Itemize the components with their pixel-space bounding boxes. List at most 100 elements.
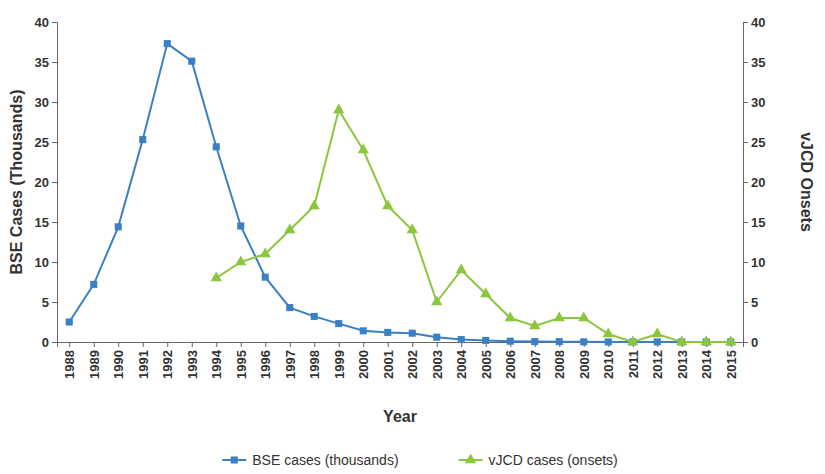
marker — [235, 255, 246, 265]
marker — [360, 327, 367, 334]
tick-label: 2007 — [528, 350, 543, 379]
tick-label: 2013 — [675, 350, 690, 379]
tick: 2012 — [650, 342, 665, 379]
marker — [433, 334, 440, 341]
tick: 1989 — [87, 342, 102, 379]
tick-label: 2008 — [552, 350, 567, 379]
tick-mark — [52, 62, 57, 63]
tick-mark — [743, 222, 748, 223]
legend-item: vJCD cases (onsets) — [459, 452, 618, 468]
tick-mark — [216, 342, 217, 347]
tick: 15 — [743, 215, 765, 230]
marker — [409, 330, 416, 337]
tick-label: 40 — [35, 15, 49, 30]
tick-mark — [52, 22, 57, 23]
marker — [164, 40, 171, 47]
tick: 1997 — [283, 342, 298, 379]
tick-label: 30 — [751, 95, 765, 110]
tick-label: 1989 — [87, 350, 102, 379]
marker — [725, 335, 736, 345]
marker — [358, 143, 369, 153]
tick-mark — [743, 22, 748, 23]
tick: 2003 — [430, 342, 445, 379]
tick-label: 1997 — [283, 350, 298, 379]
tick: 2000 — [356, 342, 371, 379]
tick: 1992 — [160, 342, 175, 379]
axis-line — [52, 23, 58, 343]
marker — [139, 136, 146, 143]
marker — [554, 311, 565, 321]
tick-mark — [241, 342, 242, 347]
tick-label: 2014 — [699, 349, 714, 379]
tick: 2014 — [699, 342, 714, 379]
tick-mark — [743, 302, 748, 303]
tick: 2005 — [479, 342, 494, 379]
tick: 0 — [743, 335, 758, 350]
tick-label: 1999 — [332, 350, 347, 379]
marker — [211, 271, 222, 281]
plot: 0510152025303540051015202530354019881989… — [35, 15, 766, 379]
tick: 15 — [35, 215, 57, 230]
tick-label: 15 — [751, 215, 765, 230]
marker — [311, 313, 318, 320]
tick-label: 40 — [751, 15, 765, 30]
tick-label: 2001 — [381, 350, 396, 379]
tick: 35 — [743, 55, 765, 70]
tick: 35 — [35, 55, 57, 70]
tick-mark — [743, 62, 748, 63]
tick-label: 2006 — [503, 350, 518, 379]
tick-label: 2003 — [430, 350, 445, 379]
tick-label: 25 — [751, 135, 765, 150]
legend: BSE cases (thousands)vJCD cases (onsets) — [222, 452, 617, 468]
y2-axis: 0510152025303540 — [743, 15, 765, 350]
marker — [115, 223, 122, 230]
tick-mark — [743, 262, 748, 263]
marker — [627, 335, 638, 345]
x-axis: 1988198919901991199219931994199519961997… — [58, 342, 744, 379]
tick-label: 2004 — [454, 349, 469, 379]
marker — [335, 320, 342, 327]
tick: 1994 — [209, 342, 224, 379]
tick-label: 2010 — [601, 350, 616, 379]
tick: 1995 — [234, 342, 249, 379]
y2-axis-title: vJCD Onsets — [798, 132, 815, 232]
tick-mark — [363, 342, 364, 347]
tick: 40 — [743, 15, 765, 30]
tick-label: 30 — [35, 95, 49, 110]
marker — [284, 223, 295, 233]
tick-mark — [52, 302, 57, 303]
tick-label: 10 — [751, 255, 765, 270]
tick-mark — [290, 342, 291, 347]
series-line — [216, 110, 731, 342]
tick-mark — [94, 342, 95, 347]
marker — [556, 338, 563, 345]
tick-label: 10 — [35, 255, 49, 270]
marker — [482, 337, 489, 344]
marker — [480, 287, 491, 297]
tick: 1990 — [111, 342, 126, 379]
tick: 30 — [35, 95, 57, 110]
tick: 30 — [743, 95, 765, 110]
tick-mark — [52, 142, 57, 143]
series-line — [69, 44, 731, 342]
tick-label: 25 — [35, 135, 49, 150]
axis-line — [58, 343, 744, 348]
tick: 2007 — [528, 342, 543, 379]
tick-mark — [52, 222, 57, 223]
tick-mark — [143, 342, 144, 347]
tick: 1996 — [258, 342, 273, 379]
tick: 1988 — [62, 342, 77, 379]
marker — [676, 335, 687, 345]
tick: 20 — [35, 175, 57, 190]
marker — [580, 338, 587, 345]
tick-mark — [52, 182, 57, 183]
tick-mark — [339, 342, 340, 347]
marker — [505, 311, 516, 321]
tick: 10 — [35, 255, 57, 270]
legend-marker — [465, 453, 476, 463]
chart: 0510152025303540051015202530354019881989… — [0, 0, 825, 474]
marks — [66, 40, 737, 345]
tick-label: 2002 — [405, 350, 420, 379]
tick-label: 5 — [751, 295, 758, 310]
tick-mark — [743, 142, 748, 143]
